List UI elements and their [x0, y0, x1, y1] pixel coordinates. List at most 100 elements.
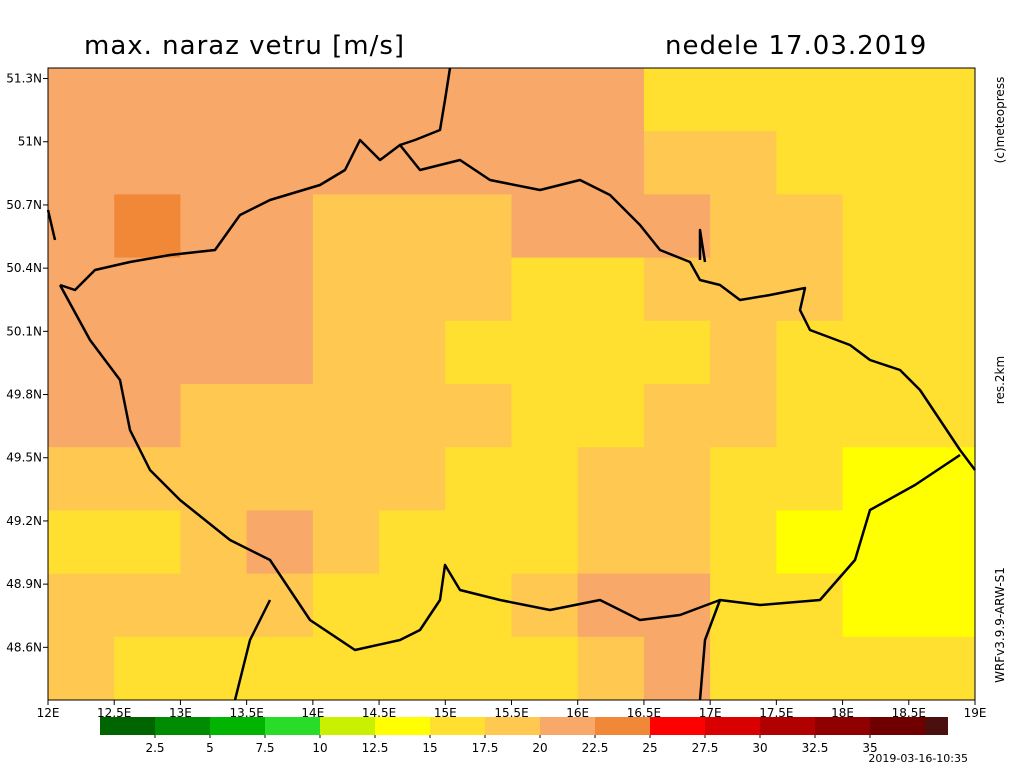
lon-tick-label: 16.5E	[627, 706, 661, 720]
colorbar-label: 12.5	[362, 741, 389, 755]
colorbar-segment	[870, 717, 925, 735]
wind-cell	[246, 636, 314, 701]
wind-cell	[577, 636, 645, 701]
wind-cell	[643, 573, 711, 638]
colorbar-segment	[210, 717, 265, 735]
wind-cell	[842, 384, 910, 448]
wind-cell	[445, 131, 512, 195]
wind-cell	[312, 257, 380, 322]
wind-cell	[643, 257, 711, 322]
wind-cell	[511, 447, 579, 511]
wind-cell	[312, 131, 380, 195]
wind-cell	[246, 384, 314, 448]
wind-cell	[908, 68, 976, 132]
wind-cell	[511, 257, 579, 322]
lon-tick-label: 13E	[169, 706, 192, 720]
colorbar-label: 27.5	[692, 741, 719, 755]
wind-cell	[445, 257, 512, 322]
wind-cell	[577, 510, 645, 575]
wind-cell	[379, 194, 446, 259]
model-label: WRFv3.9.9-ARW-S1	[993, 567, 1007, 683]
wind-cell	[710, 194, 777, 259]
wind-cell	[48, 573, 115, 638]
wind-cell	[511, 510, 579, 575]
wind-cell	[379, 68, 446, 132]
wind-cell	[114, 636, 181, 701]
colorbar-label: 35	[862, 741, 877, 755]
wind-cell	[776, 384, 844, 448]
wind-cell	[710, 131, 777, 195]
wind-cell	[710, 384, 777, 448]
date: nedele 17.03.2019	[665, 31, 927, 61]
lat-tick-label: 49.2N	[6, 514, 42, 528]
wind-cell	[908, 194, 976, 259]
wind-cell	[842, 636, 910, 701]
lon-tick-label: 17E	[699, 706, 722, 720]
wind-cell	[445, 320, 512, 385]
lon-tick-label: 17.5E	[759, 706, 793, 720]
wind-cell	[114, 257, 181, 322]
wind-cell	[710, 636, 777, 701]
wind-cell	[312, 68, 380, 132]
colorbar-label: 25	[642, 741, 657, 755]
wind-cell	[312, 510, 380, 575]
wind-cell	[48, 510, 115, 575]
credit: (c)meteopress	[993, 77, 1007, 164]
wind-cell	[577, 320, 645, 385]
colorbar-label: 32.5	[802, 741, 829, 755]
lon-tick-label: 12E	[37, 706, 60, 720]
wind-cell	[379, 573, 446, 638]
wind-cell	[114, 194, 181, 259]
lon-tick-label: 16E	[566, 706, 589, 720]
wind-cell	[379, 257, 446, 322]
colorbar-segment	[320, 717, 375, 735]
lon-tick-label: 14.5E	[362, 706, 396, 720]
colorbar-segment	[925, 717, 948, 735]
wind-cell	[114, 447, 181, 511]
wind-cell	[180, 573, 248, 638]
wind-cell	[643, 131, 711, 195]
wind-cell	[643, 636, 711, 701]
wind-cell	[776, 194, 844, 259]
wind-cell	[511, 68, 579, 132]
wind-cell	[511, 194, 579, 259]
colorbar-segment	[430, 717, 485, 735]
colorbar-label: 15	[422, 741, 437, 755]
wind-cell	[379, 636, 446, 701]
wind-cell	[842, 131, 910, 195]
wind-cell	[48, 194, 115, 259]
wind-cell	[445, 384, 512, 448]
wind-cell	[180, 320, 248, 385]
wind-cell	[246, 510, 314, 575]
wind-cell	[643, 510, 711, 575]
colorbar-label: 17.5	[472, 741, 499, 755]
wind-cell	[577, 447, 645, 511]
wind-cell	[445, 194, 512, 259]
wind-cell	[710, 257, 777, 322]
wind-cell	[511, 384, 579, 448]
wind-cell	[643, 68, 711, 132]
wind-cell	[842, 68, 910, 132]
colorbar-segment	[485, 717, 540, 735]
lon-tick-label: 18E	[831, 706, 854, 720]
wind-cell	[114, 510, 181, 575]
lon-tick-label: 15.5E	[494, 706, 528, 720]
wind-cell	[842, 510, 910, 575]
wind-cell	[710, 510, 777, 575]
lat-tick-label: 50.1N	[6, 324, 42, 338]
wind-cell	[776, 573, 844, 638]
wind-cell	[312, 573, 380, 638]
wind-cell	[842, 257, 910, 322]
wind-cell	[577, 257, 645, 322]
wind-cell	[908, 573, 976, 638]
wind-cell	[114, 573, 181, 638]
wind-cell	[312, 320, 380, 385]
wind-cell	[776, 447, 844, 511]
colorbar-segment	[265, 717, 320, 735]
wind-cell	[842, 447, 910, 511]
wind-cell	[445, 510, 512, 575]
wind-cell	[710, 447, 777, 511]
wind-cell	[577, 68, 645, 132]
wind-cell	[180, 131, 248, 195]
